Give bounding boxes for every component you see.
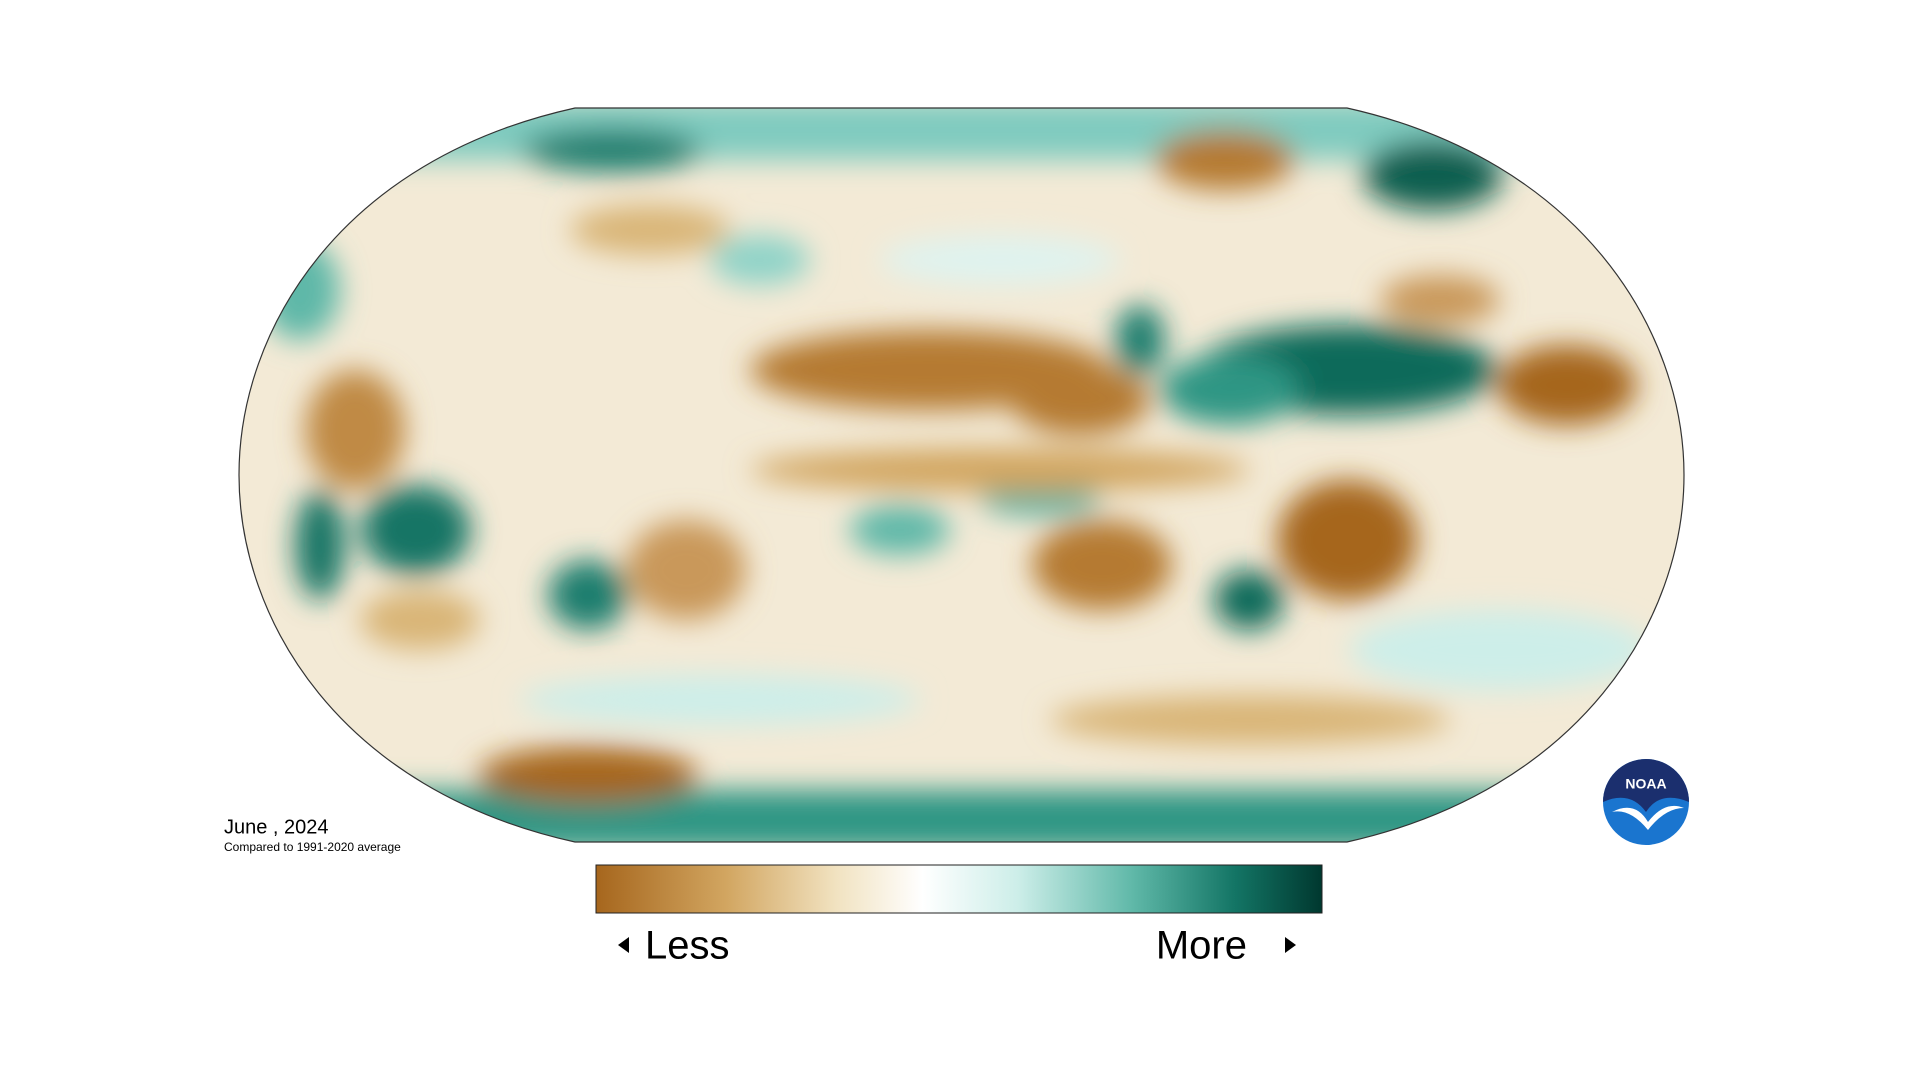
subtitle: Compared to 1991-2020 average (224, 840, 401, 854)
color-scale (595, 864, 1323, 914)
arrow-right (1285, 937, 1296, 953)
legend-high: More (1156, 924, 1247, 968)
date-label: June , 2024 (224, 816, 329, 838)
logo-text: NOAA (1625, 776, 1666, 792)
noaa-logo: NOAA (1603, 759, 1689, 845)
legend-low: Less (645, 924, 730, 968)
arrow-left (618, 937, 629, 953)
map (239, 108, 1684, 842)
map-outline (238, 107, 1685, 843)
